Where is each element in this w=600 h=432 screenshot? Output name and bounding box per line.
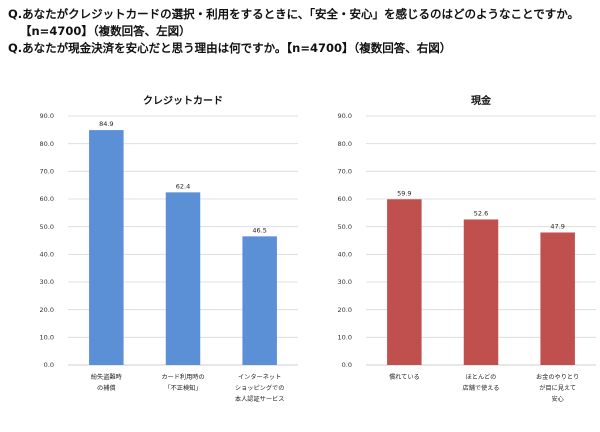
- cash-category-label-3: お金のやりとり: [536, 373, 579, 381]
- cash-y-tick-label: 20.0: [338, 306, 352, 314]
- question-block: Q.あなたがクレジットカードの選択・利用をするときに、「安全・安心」を感じるのは…: [8, 6, 592, 57]
- question-1-text: Q.あなたがクレジットカードの選択・利用をするときに、「安全・安心」を感じるのは…: [8, 7, 579, 21]
- cash-value-label-1: 59.9: [397, 189, 411, 197]
- cash-category-label-3: 安心: [551, 395, 563, 403]
- cash-bar-2: [463, 219, 499, 365]
- credit-card-category-label-2: カード利用時の: [161, 373, 204, 381]
- cash-y-tick-label: 30.0: [338, 278, 352, 286]
- cash-y-tick-label: 10.0: [338, 334, 352, 342]
- credit-card-category-label-2: 「不正検知」: [164, 384, 201, 392]
- credit-card-y-tick-label: 60.0: [40, 195, 54, 203]
- cash-category-label-2: ほとんどの: [466, 373, 497, 381]
- cash-y-tick-label: 50.0: [338, 223, 352, 231]
- cash-category-label-2: 店舗で使える: [463, 384, 500, 392]
- credit-card-bar-2: [165, 192, 201, 365]
- credit-card-value-label-3: 46.5: [252, 226, 266, 234]
- question-1-sample-note: 【n=4700】（複数回答、左図）: [20, 24, 191, 38]
- credit-card-bar-chart: クレジットカード 0.0 10.0 20.0 30.0 40.0 50.0 60.0 70.0 8…: [40, 95, 298, 403]
- credit-card-y-tick-label: 80.0: [40, 140, 54, 148]
- credit-card-value-label-1: 84.9: [99, 120, 113, 128]
- credit-card-y-tick-label: 30.0: [40, 278, 54, 286]
- credit-card-category-label-3: 本人認証サービス: [235, 395, 285, 403]
- credit-card-category-label-3: ショッピングでの: [235, 384, 285, 392]
- cash-bar-1: [387, 199, 422, 365]
- cash-y-tick-label: 60.0: [338, 195, 352, 203]
- cash-bar-chart: 現金 0.0 10.0 20.0 30.0 40.0 50.0 60.0 70.0 80.0 90.…: [338, 94, 596, 403]
- cash-bar-3: [540, 232, 575, 365]
- cash-y-tick-label: 40.0: [338, 251, 352, 259]
- cash-value-label-2: 52.6: [474, 209, 488, 217]
- cash-y-tick-label: 70.0: [338, 168, 352, 176]
- credit-card-category-label-1: 紛失盗難時: [91, 373, 122, 381]
- credit-card-y-tick-label: 0.0: [44, 361, 54, 369]
- credit-card-category-label-1: の補償: [97, 384, 116, 392]
- cash-category-label-1: 慣れている: [389, 373, 420, 381]
- credit-card-y-tick-label: 40.0: [40, 251, 54, 259]
- credit-card-bar-1: [89, 130, 124, 365]
- question-2-text: Q.あなたが現金決済を安心だと思う理由は何ですか。【n=4700】（複数回答、右…: [8, 41, 452, 55]
- credit-card-bar-3: [242, 236, 277, 365]
- cash-chart-title: 現金: [471, 94, 492, 107]
- credit-card-y-tick-label: 50.0: [40, 223, 54, 231]
- credit-card-y-tick-label: 90.0: [40, 112, 54, 120]
- cash-y-tick-label: 90.0: [338, 112, 352, 120]
- credit-card-category-label-3: インターネット: [238, 373, 281, 381]
- credit-card-y-tick-label: 10.0: [40, 334, 54, 342]
- credit-card-chart-title: クレジットカード: [143, 95, 223, 107]
- cash-y-tick-label: 0.0: [342, 361, 352, 369]
- cash-category-label-3: が目に見えて: [539, 384, 576, 392]
- cash-value-label-3: 47.9: [550, 222, 564, 230]
- cash-y-tick-label: 80.0: [338, 140, 352, 148]
- credit-card-value-label-2: 62.4: [176, 182, 190, 190]
- credit-card-y-tick-label: 70.0: [40, 168, 54, 176]
- credit-card-y-tick-label: 20.0: [40, 306, 54, 314]
